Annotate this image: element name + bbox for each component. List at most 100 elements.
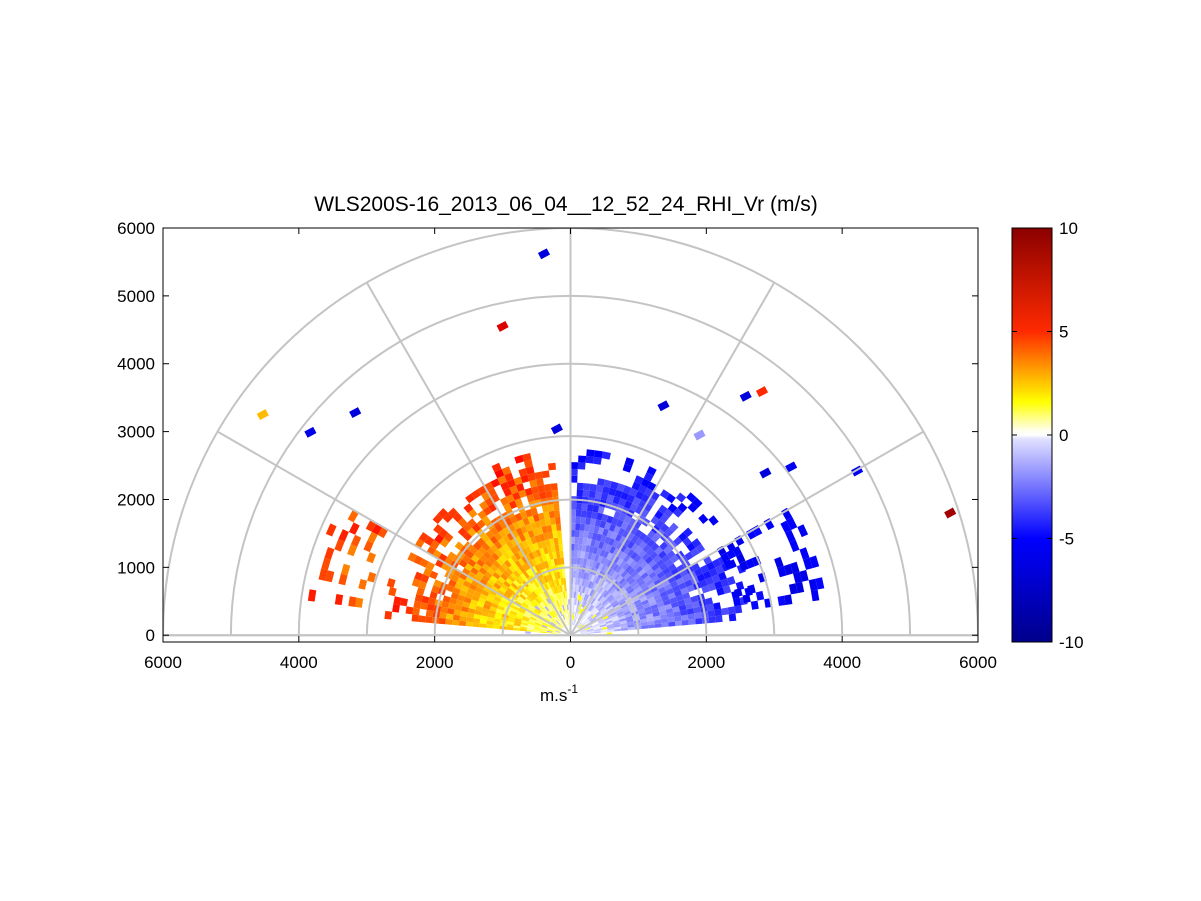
velocity-cell-positive <box>481 542 491 552</box>
velocity-cell-negative <box>594 450 603 459</box>
velocity-cell-positive <box>544 617 551 623</box>
velocity-cell-positive <box>559 592 563 600</box>
velocity-cell-positive <box>556 607 561 615</box>
velocity-cell-negative <box>576 621 581 628</box>
velocity-cell-negative <box>608 487 617 496</box>
velocity-cell-positive <box>540 631 547 634</box>
velocity-cell-positive <box>528 560 535 568</box>
velocity-cell-negative <box>594 554 600 562</box>
velocity-cell-negative <box>687 613 696 620</box>
velocity-cell-positive <box>461 606 469 613</box>
velocity-cell-negative <box>647 624 656 629</box>
velocity-cell-positive <box>425 616 433 624</box>
velocity-cell-negative <box>589 483 597 492</box>
velocity-cell-negative <box>586 603 592 611</box>
velocity-cell-negative <box>593 600 599 607</box>
velocity-cell-negative <box>598 541 605 550</box>
velocity-cell-positive <box>553 632 561 634</box>
velocity-cell-positive <box>497 589 505 597</box>
isolated-point-mark <box>693 429 706 441</box>
velocity-cell-positive <box>529 584 536 591</box>
velocity-cell-positive <box>481 515 491 525</box>
isolated-point-mark <box>739 390 752 402</box>
velocity-cell-positive <box>542 600 548 607</box>
velocity-cell-positive <box>463 596 472 604</box>
velocity-cell-positive <box>490 602 499 609</box>
velocity-cell-negative <box>570 516 576 524</box>
velocity-cell-positive <box>442 512 453 523</box>
velocity-cell-negative <box>634 546 643 555</box>
velocity-cell-negative <box>653 555 662 564</box>
velocity-cell-negative <box>633 599 642 606</box>
velocity-cell-negative <box>622 485 632 495</box>
velocity-cell-positive <box>513 627 520 631</box>
velocity-cell-positive <box>452 619 460 626</box>
velocity-cell-positive <box>454 582 463 590</box>
velocity-cell-negative <box>612 496 621 505</box>
velocity-cell-positive <box>496 608 504 614</box>
velocity-cell-positive <box>566 611 569 619</box>
velocity-cell-negative <box>693 606 701 614</box>
velocity-cell-positive <box>541 504 549 513</box>
velocity-cell-positive <box>543 599 550 606</box>
velocity-cell-negative <box>645 578 654 586</box>
velocity-cell-positive <box>518 468 528 477</box>
velocity-cell-negative <box>598 620 606 625</box>
velocity-cell-positive <box>495 611 503 617</box>
velocity-cell-negative <box>690 547 700 557</box>
velocity-cell-negative <box>592 623 600 628</box>
velocity-cell-negative <box>678 582 687 590</box>
y-tick-label: 4000 <box>117 355 155 374</box>
velocity-cell-positive <box>509 613 517 618</box>
velocity-cell-positive <box>496 557 504 566</box>
velocity-cell-negative <box>664 558 674 568</box>
velocity-cell-negative <box>616 483 626 492</box>
velocity-cell-positive <box>399 597 408 607</box>
velocity-cell-positive <box>507 618 515 623</box>
velocity-cell-positive <box>474 550 483 559</box>
velocity-cell-positive <box>477 510 487 520</box>
velocity-cell-positive <box>506 626 514 631</box>
velocity-cell-positive <box>547 589 552 597</box>
velocity-cell-negative <box>605 544 613 553</box>
velocity-cell-negative <box>590 553 596 561</box>
velocity-cell-negative <box>610 613 618 619</box>
velocity-cell-positive <box>509 485 519 495</box>
velocity-cell-negative <box>676 564 686 573</box>
velocity-cell-positive <box>560 621 565 628</box>
velocity-cell-positive <box>553 572 558 580</box>
velocity-cell-negative <box>576 482 584 490</box>
velocity-cell-negative <box>668 621 676 627</box>
velocity-cell-negative <box>579 578 583 586</box>
velocity-cell-positive <box>549 517 556 525</box>
velocity-cell-negative <box>593 525 600 534</box>
velocity-cell-positive <box>544 518 551 526</box>
velocity-cell-positive <box>547 628 555 631</box>
velocity-cell-negative <box>579 628 587 632</box>
velocity-cell-positive <box>481 574 490 583</box>
velocity-cell-positive <box>350 534 362 547</box>
velocity-cell-positive <box>489 589 497 596</box>
velocity-cell-negative <box>616 596 624 603</box>
velocity-cell-negative <box>620 622 628 627</box>
velocity-cell-negative <box>582 617 588 624</box>
velocity-cell-positive <box>526 627 534 631</box>
velocity-cell-positive <box>535 549 542 557</box>
velocity-cell-positive <box>475 605 484 612</box>
velocity-cell-negative <box>646 547 655 556</box>
velocity-cell-negative <box>573 591 577 599</box>
velocity-cell-positive <box>559 585 563 593</box>
velocity-cell-negative <box>672 606 680 613</box>
velocity-cell-negative <box>585 572 590 581</box>
velocity-cell-negative <box>659 575 668 583</box>
velocity-cell-negative <box>654 567 663 575</box>
velocity-cell-negative <box>570 536 575 544</box>
velocity-cell-positive <box>452 512 463 523</box>
velocity-cell-positive <box>510 554 518 563</box>
velocity-cell-positive <box>526 494 535 503</box>
velocity-cell-positive <box>548 626 555 630</box>
isolated-point <box>256 409 269 421</box>
velocity-cell-negative <box>605 620 613 624</box>
velocity-cell-positive <box>550 559 556 567</box>
velocity-cell-negative <box>728 613 737 622</box>
